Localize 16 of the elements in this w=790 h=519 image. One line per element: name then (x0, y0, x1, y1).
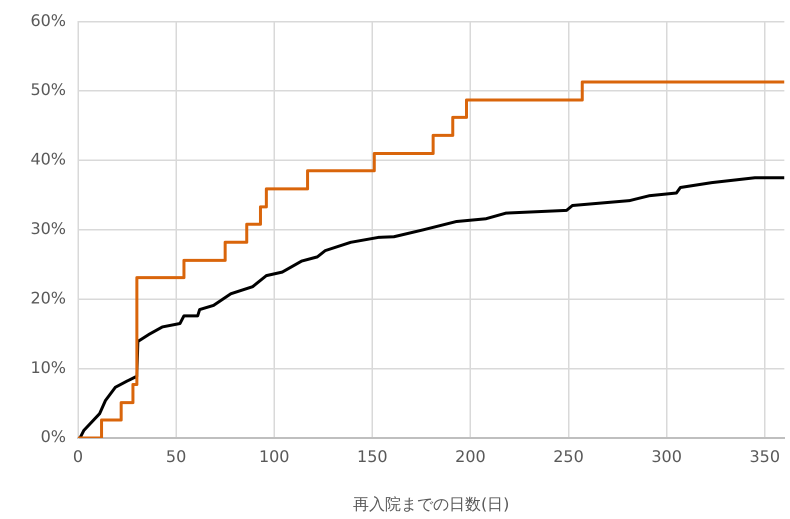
x-tick-label: 150 (357, 446, 388, 466)
y-tick-label: 50% (30, 80, 66, 100)
x-tick-label: 0 (72, 446, 84, 466)
y-tick-label: 10% (30, 358, 66, 377)
y-tick-label: 40% (30, 150, 66, 169)
x-axis-title: 再入院までの日数(日) (352, 494, 510, 514)
x-tick-label: 200 (455, 446, 486, 466)
x-tick-label: 250 (553, 446, 584, 466)
y-tick-label: 0% (40, 427, 66, 446)
y-tick-label: 30% (30, 218, 66, 238)
x-tick-label: 50 (166, 446, 186, 466)
x-tick-label: 350 (749, 446, 780, 466)
y-tick-label: 60% (30, 10, 66, 30)
x-tick-label: 100 (258, 446, 290, 466)
y-tick-label: 20% (30, 288, 66, 308)
x-tick-label: 300 (651, 446, 682, 466)
